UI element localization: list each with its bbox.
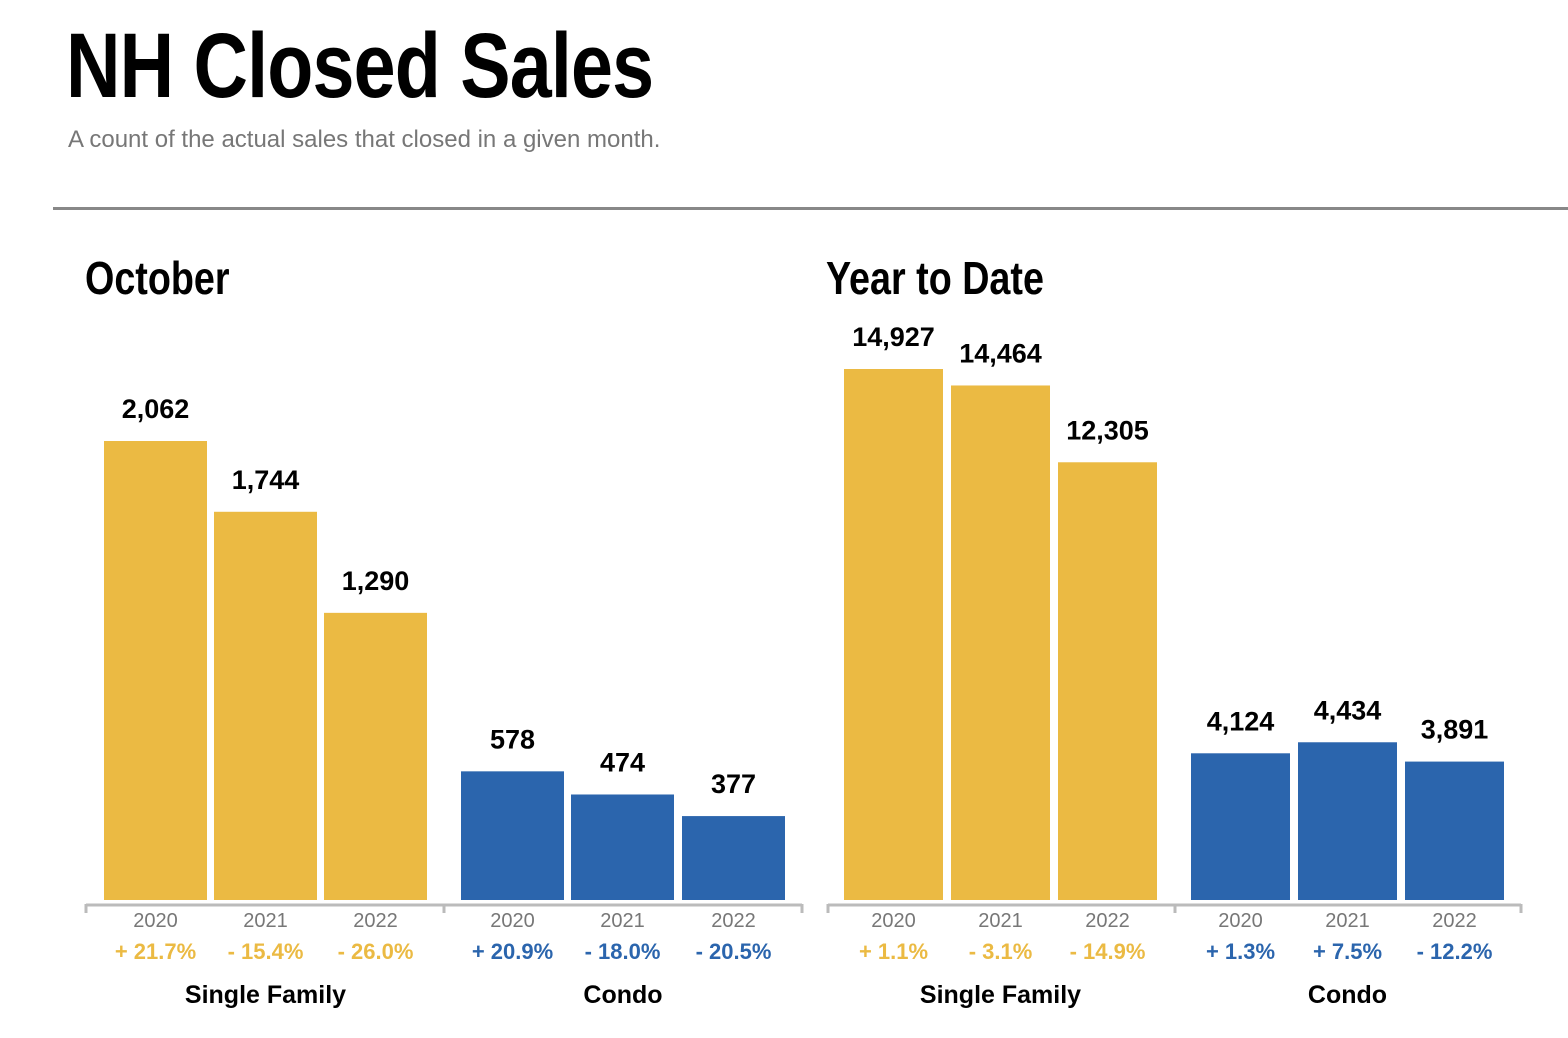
percent-change-label: - 26.0% <box>338 939 414 964</box>
group-label: Single Family <box>185 981 346 1009</box>
percent-change-label: - 14.9% <box>1070 939 1146 964</box>
bar <box>1191 753 1290 900</box>
panel-title: October <box>85 252 230 303</box>
percent-change-label: - 20.5% <box>696 939 772 964</box>
bar <box>571 794 674 900</box>
percent-change-label: + 1.1% <box>859 939 928 964</box>
value-label: 2,062 <box>122 394 190 424</box>
percent-change-label: - 18.0% <box>585 939 661 964</box>
year-tick-label: 2022 <box>711 910 756 932</box>
bar <box>682 816 785 900</box>
year-tick-label: 2020 <box>1218 910 1263 932</box>
bar <box>844 369 943 900</box>
percent-change-label: + 1.3% <box>1206 939 1275 964</box>
bar <box>1405 761 1504 900</box>
value-label: 4,434 <box>1314 695 1382 725</box>
bar <box>461 771 564 900</box>
value-label: 12,305 <box>1066 415 1149 445</box>
bar <box>324 612 427 900</box>
value-label: 1,744 <box>232 465 300 495</box>
year-tick-label: 2020 <box>871 910 916 932</box>
bar <box>1058 462 1157 900</box>
percent-change-label: + 20.9% <box>472 939 553 964</box>
percent-change-label: - 3.1% <box>969 939 1033 964</box>
value-label: 14,464 <box>959 338 1042 368</box>
value-label: 474 <box>600 747 645 777</box>
divider <box>53 207 1568 210</box>
year-tick-label: 2021 <box>978 910 1023 932</box>
bar <box>1298 742 1397 900</box>
value-label: 4,124 <box>1207 706 1275 736</box>
group-label: Single Family <box>920 981 1081 1009</box>
page-subtitle: A count of the actual sales that closed … <box>68 126 661 153</box>
bar <box>214 511 317 900</box>
percent-change-label: - 12.2% <box>1417 939 1493 964</box>
year-tick-label: 2021 <box>243 910 288 932</box>
year-tick-label: 2022 <box>1085 910 1130 932</box>
bar <box>951 385 1050 901</box>
year-tick-label: 2021 <box>600 910 645 932</box>
bar <box>104 441 207 900</box>
value-label: 377 <box>711 769 756 799</box>
group-label: Condo <box>583 981 662 1009</box>
value-label: 1,290 <box>342 566 410 596</box>
percent-change-label: - 15.4% <box>228 939 304 964</box>
year-tick-label: 2021 <box>1325 910 1370 932</box>
value-label: 14,927 <box>852 322 935 352</box>
year-tick-label: 2022 <box>353 910 398 932</box>
year-tick-label: 2020 <box>490 910 535 932</box>
value-label: 578 <box>490 724 535 754</box>
percent-change-label: + 21.7% <box>115 939 196 964</box>
page-title: NH Closed Sales <box>66 15 654 117</box>
year-tick-label: 2020 <box>133 910 178 932</box>
panel-title: Year to Date <box>826 252 1044 303</box>
group-label: Condo <box>1308 981 1387 1009</box>
year-tick-label: 2022 <box>1432 910 1477 932</box>
value-label: 3,891 <box>1421 715 1489 745</box>
percent-change-label: + 7.5% <box>1313 939 1382 964</box>
